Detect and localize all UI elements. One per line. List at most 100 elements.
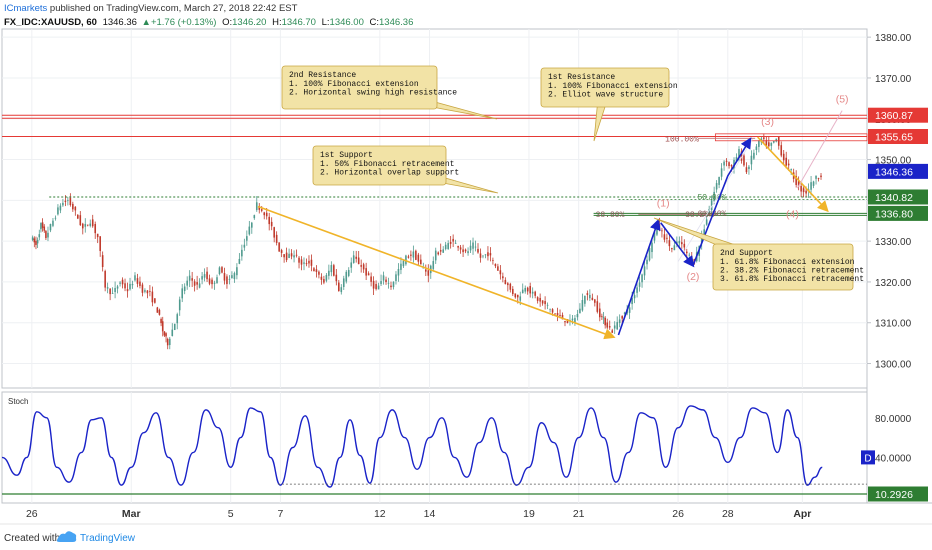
- candle-body: [226, 276, 228, 285]
- candle-body: [740, 151, 743, 161]
- candle-body: [253, 215, 256, 219]
- candle-body: [165, 333, 167, 337]
- candle-body: [387, 282, 390, 284]
- candle-body: [67, 200, 69, 202]
- candle-body: [708, 209, 710, 216]
- candle-body: [203, 274, 206, 278]
- candle-body: [206, 271, 208, 280]
- candle-body: [173, 323, 176, 331]
- high-label: H:: [272, 17, 282, 28]
- candle-body: [611, 330, 614, 333]
- tradingview-brand[interactable]: TradingView: [80, 533, 136, 544]
- fib-level-label: 38.80%: [596, 211, 625, 220]
- candle-body: [780, 145, 783, 156]
- candle-body: [658, 224, 661, 231]
- candle-body: [703, 229, 705, 236]
- candle-body: [462, 249, 464, 253]
- candle-body: [663, 234, 666, 240]
- candle-body: [444, 244, 447, 250]
- candle-body: [618, 319, 621, 324]
- candle-body: [52, 220, 54, 226]
- candle-body: [295, 254, 298, 256]
- candle-body: [350, 262, 353, 268]
- candle-body: [313, 268, 315, 272]
- candle-body: [492, 259, 494, 261]
- candle-body: [114, 288, 116, 292]
- candle-body: [89, 223, 92, 226]
- candle-body: [193, 281, 196, 286]
- callout-line: 1. 61.8% Fibonacci extension: [720, 258, 855, 267]
- candle-body: [288, 253, 290, 259]
- candle-body: [176, 314, 179, 324]
- candle-body: [236, 267, 238, 276]
- candle-body: [613, 325, 616, 329]
- tradingview-logo-icon[interactable]: [56, 531, 77, 542]
- wave-label: (5): [836, 93, 849, 105]
- candle-body: [790, 169, 792, 170]
- candle-body: [482, 255, 484, 257]
- publisher-link[interactable]: ICmarkets: [4, 3, 48, 14]
- stoch-value-tag: 10.2926: [875, 489, 913, 501]
- candle-body: [457, 246, 459, 248]
- candle-body: [400, 263, 402, 270]
- callout-title: 1st Resistance: [548, 73, 615, 82]
- candle-body: [810, 182, 812, 190]
- candle-body: [228, 278, 231, 280]
- candle-body: [315, 269, 318, 272]
- x-tick-label: 26: [672, 508, 684, 520]
- candle-body: [541, 300, 544, 304]
- candle-body: [260, 209, 263, 211]
- candle-body: [571, 318, 574, 321]
- candle-body: [777, 137, 780, 146]
- candle-body: [305, 263, 308, 265]
- callout-line: 2. Elliot wave structure: [548, 91, 663, 100]
- candle-body: [377, 285, 380, 290]
- candle-body: [459, 247, 462, 250]
- candle-body: [750, 155, 753, 165]
- candle-body: [770, 142, 773, 146]
- candle-body: [335, 274, 338, 282]
- candle-body: [439, 250, 442, 252]
- candle-body: [454, 242, 457, 244]
- y-tick-label: 1310.00: [875, 319, 912, 330]
- candle-body: [328, 270, 330, 276]
- candle-body: [310, 259, 313, 266]
- candle-body: [33, 238, 36, 243]
- candle-body: [549, 308, 551, 310]
- candle-body: [330, 265, 333, 273]
- candle-body: [233, 273, 236, 280]
- candle-body: [248, 226, 251, 235]
- stochastic-series: Stoch: [1, 397, 867, 495]
- callout-line: 1. 50% Fibonacci retracement: [320, 160, 454, 169]
- close-value: 1346.36: [379, 17, 413, 28]
- candle-body: [668, 240, 671, 247]
- candle-body: [196, 282, 198, 285]
- created-with-label: Created with: [4, 533, 60, 544]
- callout-title: 1st Support: [320, 151, 373, 160]
- candle-body: [283, 254, 285, 258]
- candle-body: [519, 296, 522, 301]
- candle-body: [758, 140, 760, 147]
- candle-body: [300, 259, 303, 265]
- x-tick-label: 26: [26, 508, 38, 520]
- candle-body: [168, 338, 171, 346]
- y-tick-label: 1350.00: [875, 156, 912, 167]
- candle-body: [360, 265, 362, 267]
- candle-body: [700, 236, 703, 244]
- candle-body: [246, 236, 248, 241]
- candle-body: [298, 257, 300, 263]
- candle-body: [86, 224, 89, 226]
- candle-body: [800, 185, 802, 192]
- candle-body: [651, 242, 653, 253]
- candle-body: [633, 295, 636, 299]
- candle-body: [126, 289, 129, 292]
- candle-body: [604, 317, 606, 326]
- candle-body: [735, 157, 738, 163]
- candle-body: [57, 207, 59, 215]
- candle-body: [178, 299, 181, 311]
- candle-body: [551, 309, 554, 313]
- candle-body: [524, 287, 527, 292]
- candle-body: [467, 251, 469, 254]
- candle-body: [608, 326, 611, 328]
